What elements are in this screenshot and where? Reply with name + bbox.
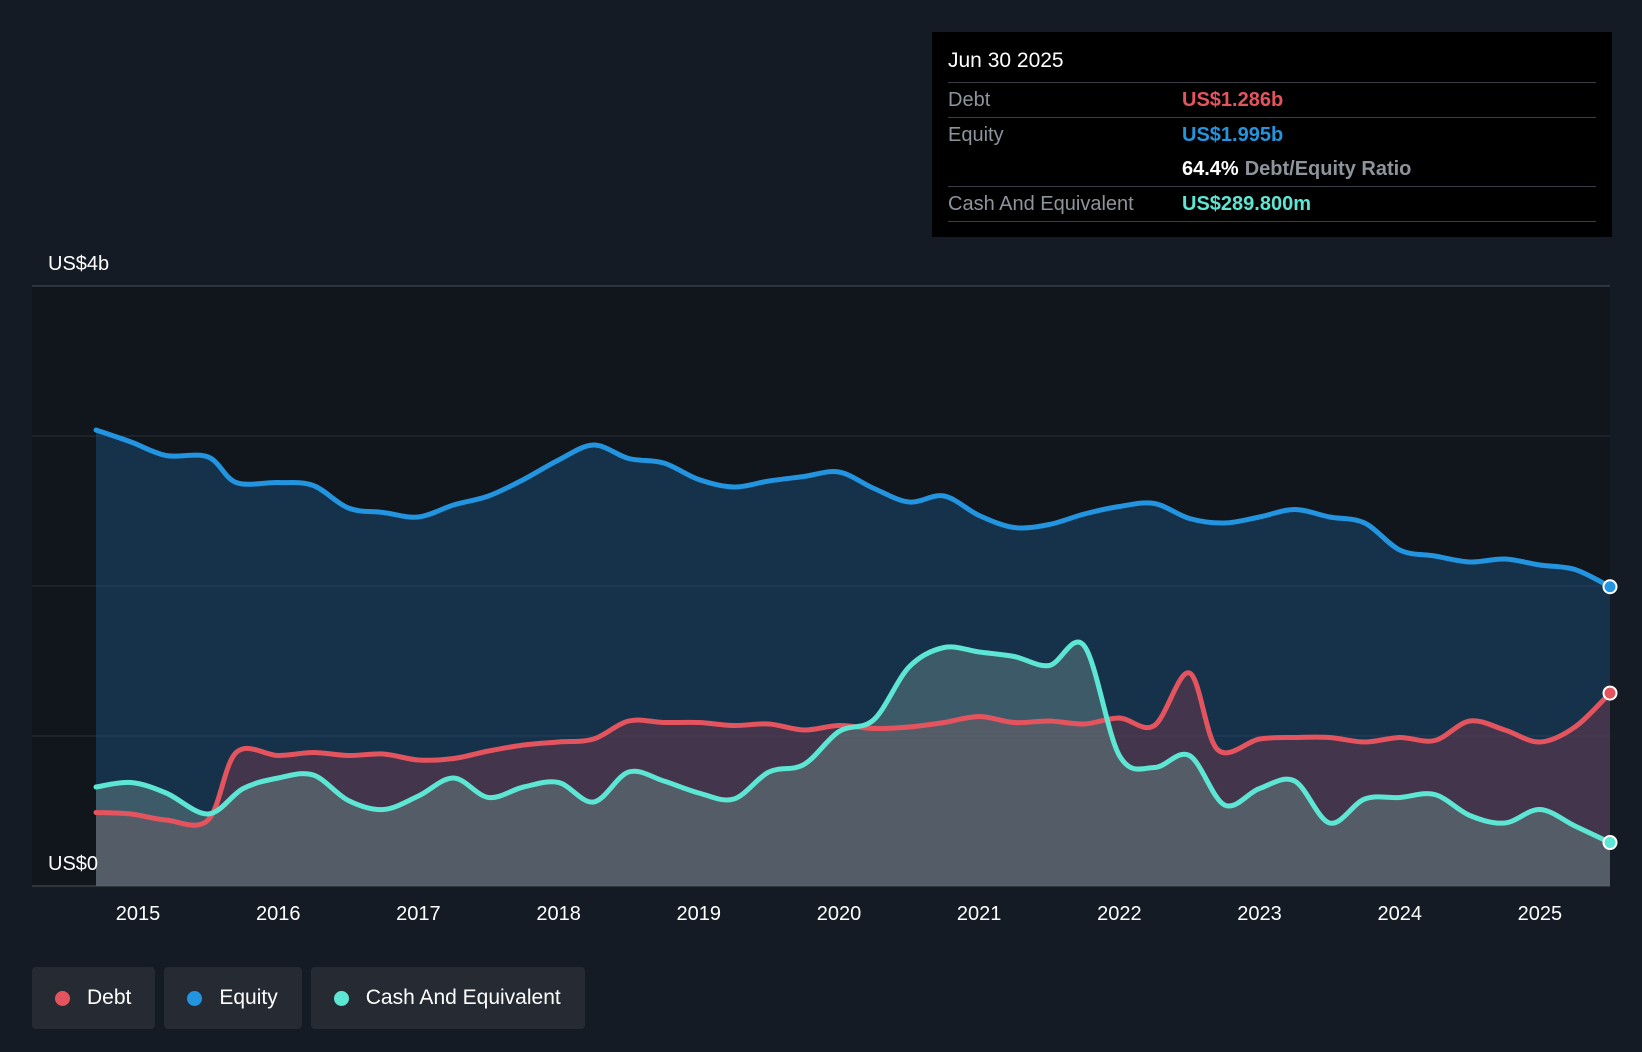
debt-area <box>96 672 1610 886</box>
cash-and-equivalent-end-marker <box>1602 835 1618 851</box>
x-tick-label-2023: 2023 <box>1237 903 1282 925</box>
legend-item-equity[interactable]: Equity <box>164 967 302 1029</box>
tooltip-ratio-row: 64.4% Debt/Equity Ratio <box>948 152 1596 187</box>
tooltip-cash-value: US$289.800m <box>1182 193 1311 215</box>
tooltip-date: Jun 30 2025 <box>948 46 1596 83</box>
chart-lines <box>93 427 1613 846</box>
tooltip-equity-row: Equity US$1.995b <box>948 118 1596 152</box>
x-tick-label-2025: 2025 <box>1518 903 1563 925</box>
legend-label-equity: Equity <box>219 986 278 1009</box>
tooltip-debt-value: US$1.286b <box>1182 89 1284 111</box>
x-tick-label-2021: 2021 <box>957 903 1002 925</box>
x-tick-label-2015: 2015 <box>116 903 161 925</box>
tooltip-ratio-label: Debt/Equity Ratio <box>1244 158 1412 180</box>
y-axis-top-label: US$4b <box>48 253 109 275</box>
legend-label-cash: Cash And Equivalent <box>365 986 561 1009</box>
tooltip-cash-row: Cash And Equivalent US$289.800m <box>948 187 1596 222</box>
tooltip-panel: Jun 30 2025 Debt US$1.286b Equity US$1.9… <box>932 32 1612 237</box>
tooltip-debt-row: Debt US$1.286b <box>948 83 1596 118</box>
legend-dot-equity-icon <box>187 990 203 1006</box>
legend-label-debt: Debt <box>87 986 132 1009</box>
cash-and-equivalent-line <box>93 639 1613 846</box>
chart-legend: Debt Equity Cash And Equivalent <box>32 967 585 1029</box>
chart-end-markers <box>1602 579 1618 851</box>
cash-and-equivalent-area <box>96 642 1610 886</box>
tooltip-cash-label: Cash And Equivalent <box>948 193 1134 215</box>
legend-dot-cash-icon <box>333 990 349 1006</box>
debt-end-marker <box>1602 685 1618 701</box>
tooltip-ratio-value: 64.4% <box>1182 158 1239 180</box>
x-tick-label-2020: 2020 <box>817 903 862 925</box>
equity-line <box>93 427 1613 590</box>
legend-item-debt[interactable]: Debt <box>32 967 156 1029</box>
tooltip-debt-label: Debt <box>948 89 991 111</box>
x-axis-ticks: 2015 2016 2017 2018 2019 2020 2021 2022 2023 2024… <box>116 903 1562 925</box>
x-tick-label-2024: 2024 <box>1377 903 1422 925</box>
y-axis-bottom-label: US$0 <box>48 853 98 875</box>
x-tick-label-2018: 2018 <box>536 903 581 925</box>
tooltip-ratio-spacer <box>948 152 1182 186</box>
legend-item-cash[interactable]: Cash And Equivalent <box>310 967 585 1029</box>
tooltip-equity-value: US$1.995b <box>1182 124 1284 146</box>
equity-area <box>96 430 1610 886</box>
x-tick-label-2022: 2022 <box>1097 903 1142 925</box>
chart-areas <box>96 430 1610 886</box>
x-tick-label-2016: 2016 <box>256 903 301 925</box>
x-tick-label-2017: 2017 <box>396 903 441 925</box>
legend-dot-debt-icon <box>55 990 70 1006</box>
tooltip-equity-label: Equity <box>948 124 1004 146</box>
x-tick-label-2019: 2019 <box>677 903 722 925</box>
equity-end-marker <box>1602 579 1618 595</box>
